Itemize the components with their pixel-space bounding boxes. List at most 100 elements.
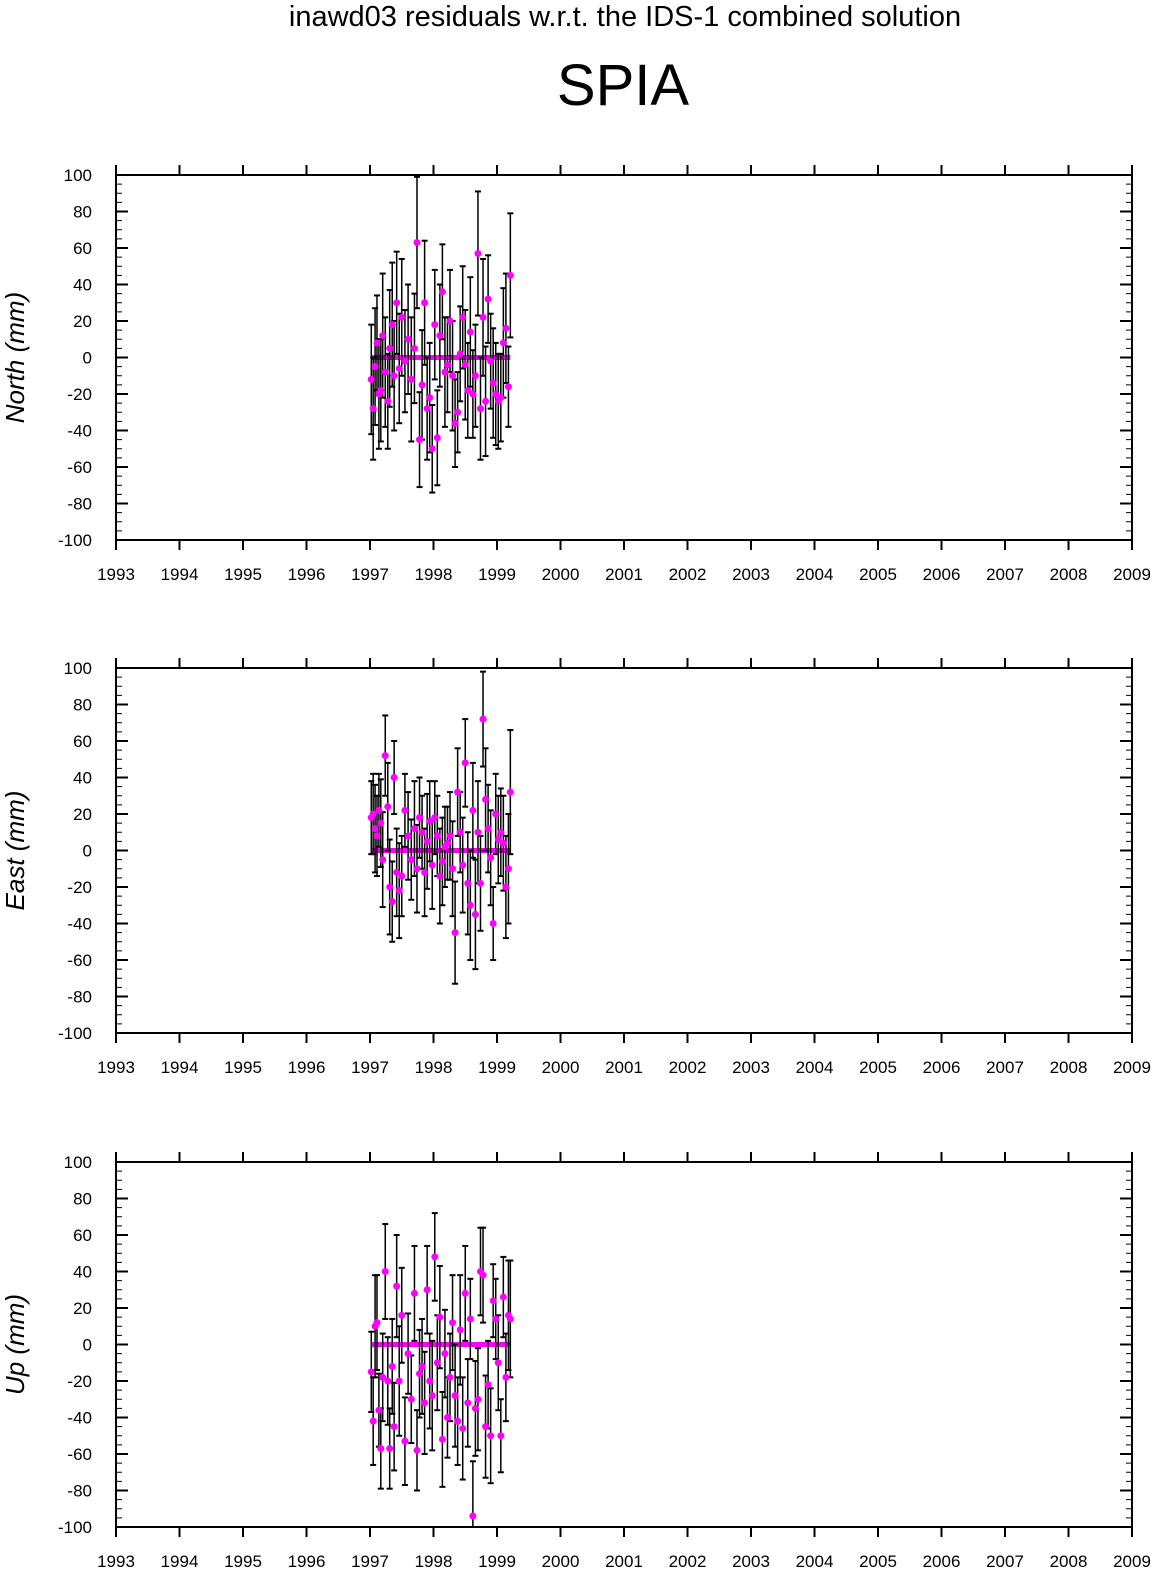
data-point [471, 372, 479, 380]
data-point [492, 810, 500, 818]
y-axis-label: East (mm) [0, 791, 30, 911]
y-tick-label: 20 [73, 805, 92, 824]
x-tick-label: 2008 [1050, 1058, 1088, 1077]
data-point [398, 872, 406, 880]
data-point [379, 332, 387, 340]
data-point [502, 883, 510, 891]
data-point [421, 299, 429, 307]
x-tick-label: 2003 [732, 1552, 770, 1571]
x-tick-label: 2001 [605, 565, 643, 584]
station-title: SPIA [556, 53, 690, 118]
x-tick-label: 1995 [224, 1058, 262, 1077]
y-tick-label: 0 [83, 842, 92, 861]
data-point [479, 715, 487, 723]
data-point [436, 1313, 444, 1321]
data-point [433, 832, 441, 840]
data-point [482, 397, 490, 405]
x-tick-label: 1994 [161, 1058, 199, 1077]
y-tick-label: 100 [64, 1153, 92, 1172]
data-point [497, 1432, 505, 1440]
x-tick-label: 2001 [605, 1058, 643, 1077]
data-point [499, 1293, 507, 1301]
data-point [428, 445, 436, 453]
data-point [381, 368, 389, 376]
data-point [466, 901, 474, 909]
data-point [506, 788, 514, 796]
data-point [504, 865, 512, 873]
y-tick-label: 100 [64, 166, 92, 185]
data-point [459, 861, 467, 869]
data-point [449, 865, 457, 873]
data-point [449, 372, 457, 380]
y-tick-label: 60 [73, 732, 92, 751]
data-point [497, 394, 505, 402]
data-point [454, 408, 462, 416]
data-point [404, 335, 412, 343]
data-point [494, 1359, 502, 1367]
data-point [377, 819, 385, 827]
data-point [499, 839, 507, 847]
data-point [377, 1445, 385, 1453]
x-tick-label: 2004 [796, 1058, 834, 1077]
y-tick-label: 20 [73, 312, 92, 331]
x-tick-label: 2000 [542, 1552, 580, 1571]
y-tick-label: -40 [67, 1409, 92, 1428]
data-point [369, 1417, 377, 1425]
data-point [443, 839, 451, 847]
data-point [395, 887, 403, 895]
data-point [454, 1417, 462, 1425]
data-point [469, 806, 477, 814]
data-point [506, 271, 514, 279]
data-point [367, 375, 375, 383]
x-tick-label: 2005 [859, 1552, 897, 1571]
data-point [454, 788, 462, 796]
chart-panel: -100 -80 -60 -40 -20 0 20 40 60 80 100 1993 1994 1995… [0, 165, 1151, 584]
data-point [506, 1315, 514, 1323]
data-point [484, 1381, 492, 1389]
x-tick-label: 2009 [1113, 1552, 1151, 1571]
data-point [367, 1368, 375, 1376]
x-tick-label: 1993 [97, 1058, 135, 1077]
page-title: inawd03 residuals w.r.t. the IDS-1 combi… [288, 1, 962, 33]
data-point [487, 357, 495, 365]
y-tick-label: 40 [73, 276, 92, 295]
data-point [451, 929, 459, 937]
data-point [484, 825, 492, 833]
x-tick-label: 2002 [669, 565, 707, 584]
data-point [410, 825, 418, 833]
data-point [373, 832, 381, 840]
x-tick-label: 2009 [1113, 565, 1151, 584]
y-tick-label: 80 [73, 203, 92, 222]
data-point [449, 1319, 457, 1327]
data-point [398, 1311, 406, 1319]
data-point [386, 344, 394, 352]
x-tick-label: 2007 [986, 1058, 1024, 1077]
data-point [476, 405, 484, 413]
data-point [443, 361, 451, 369]
data-point [375, 806, 383, 814]
data-point [428, 861, 436, 869]
y-tick-label: -60 [67, 951, 92, 970]
y-tick-label: -60 [67, 458, 92, 477]
data-point [373, 339, 381, 347]
data-point [401, 806, 409, 814]
x-tick-label: 2006 [923, 565, 961, 584]
data-point [489, 1297, 497, 1305]
data-point [393, 1282, 401, 1290]
data-point [413, 1446, 421, 1454]
x-tick-label: 2003 [732, 1058, 770, 1077]
data-point [401, 357, 409, 365]
x-tick-label: 1999 [478, 565, 516, 584]
data-point [456, 350, 464, 358]
y-tick-label: -60 [67, 1445, 92, 1464]
y-tick-label: 40 [73, 1263, 92, 1282]
x-tick-label: 1996 [288, 565, 326, 584]
data-point [404, 1350, 412, 1358]
data-point [395, 364, 403, 372]
y-tick-label: 60 [73, 1226, 92, 1245]
x-tick-label: 2002 [669, 1058, 707, 1077]
data-point [494, 836, 502, 844]
data-point [388, 1362, 396, 1370]
data-point [373, 1319, 381, 1327]
